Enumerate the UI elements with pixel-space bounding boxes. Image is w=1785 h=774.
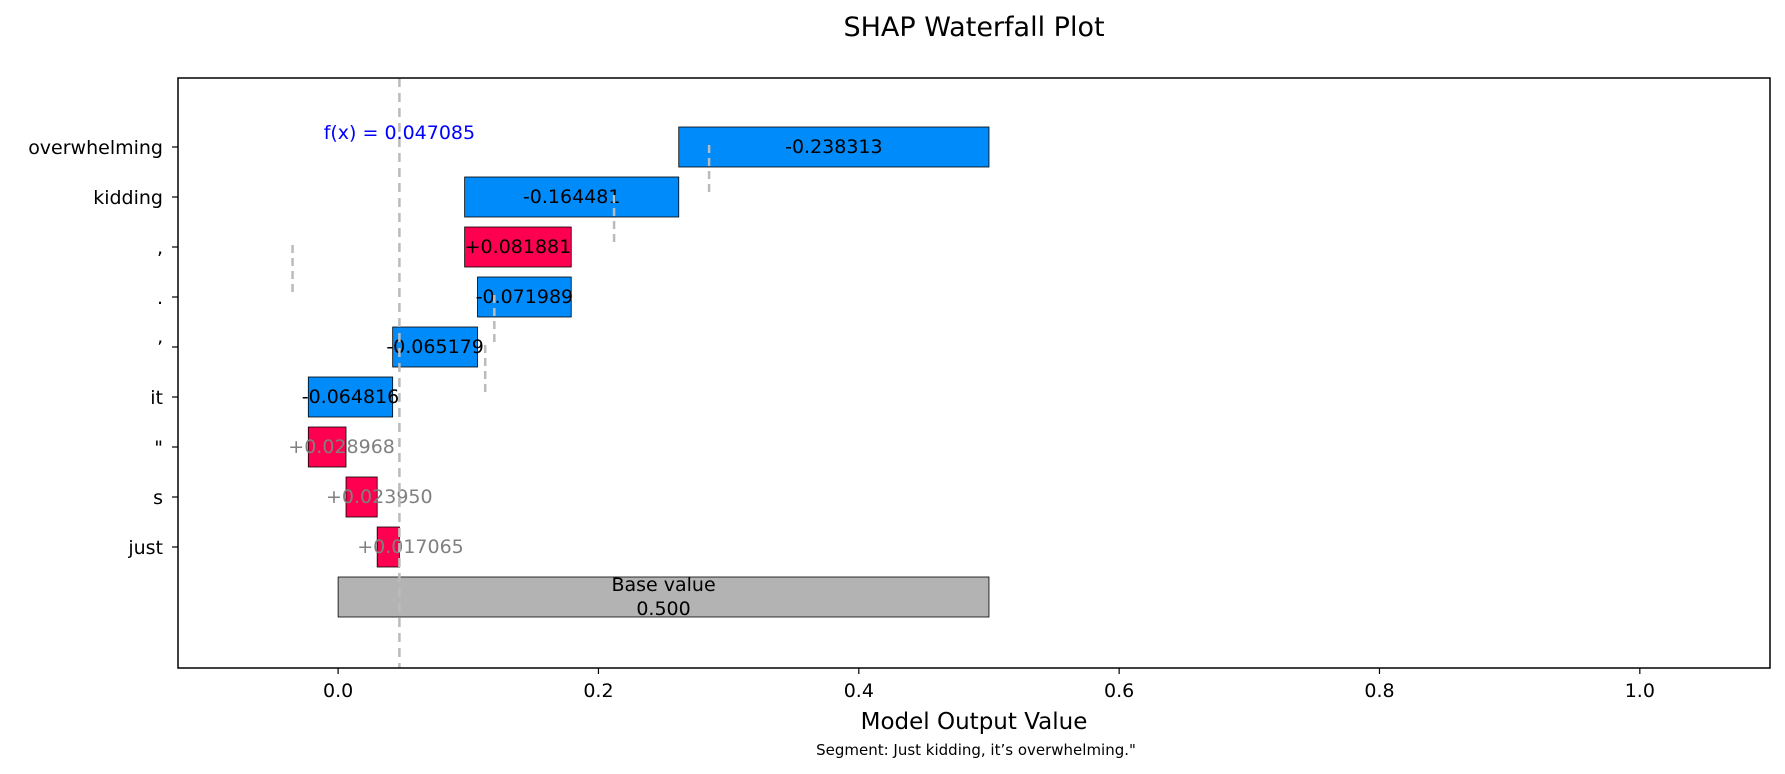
y-tick-label-6: ": [154, 437, 163, 459]
bar-value-label-1: -0.164481: [523, 186, 621, 208]
bar-6: [307, 426, 347, 468]
base-value-label: Base value: [611, 574, 715, 596]
x-tick-label-1: 0.2: [583, 680, 613, 702]
x-tick-label-4: 0.8: [1364, 680, 1394, 702]
bar-1: [464, 176, 680, 218]
x-tick-label-0: 0.0: [323, 680, 353, 702]
x-tick-label-2: 0.4: [844, 680, 874, 702]
y-tick-label-3: .: [157, 287, 163, 309]
x-axis-label: Model Output Value: [861, 709, 1088, 735]
y-axis: overwhelming kidding,. ’ it " s just: [28, 137, 178, 559]
bar-value-label-4: -0.065179: [386, 336, 484, 358]
x-tick-label-5: 1.0: [1625, 680, 1655, 702]
x-axis: 0.0 0.2 0.4 0.6 0.8 1.0: [323, 668, 1655, 702]
bar-value-label-7: +0.023950: [326, 486, 433, 508]
y-tick-label-4: ’: [157, 337, 163, 359]
y-tick-label-7: s: [153, 487, 163, 509]
bar-2: [464, 226, 572, 268]
y-tick-label-2: ,: [157, 237, 163, 259]
segment-caption: Segment: Just kidding, it’s overwhelming…: [816, 741, 1136, 759]
y-tick-label-8: just: [127, 537, 163, 559]
chart-title: SHAP Waterfall Plot: [843, 12, 1104, 43]
bar-value-label-8: +0.017065: [357, 536, 464, 558]
bar-value-label-0: -0.238313: [785, 136, 883, 158]
base-value-number: 0.500: [636, 598, 690, 620]
bar-7: [345, 476, 378, 518]
bar-value-label-3: -0.071989: [476, 286, 574, 308]
y-tick-label-0: overwhelming: [28, 137, 163, 159]
y-tick-label-5: it: [150, 387, 163, 409]
bar-value-label-2: +0.081881: [465, 236, 572, 258]
bar-5: [307, 376, 394, 418]
bar-value-label-6: +0.028968: [288, 436, 395, 458]
bar-4: [392, 326, 478, 368]
plot-frame: [177, 77, 1771, 669]
base-value-bar: [337, 576, 990, 618]
bar-0: [678, 126, 990, 168]
fx-label: f(x) = 0.047085: [324, 122, 475, 144]
y-tick-label-1: kidding: [93, 187, 163, 209]
bar-value-label-5: -0.064816: [302, 386, 400, 408]
x-tick-label-3: 0.6: [1104, 680, 1134, 702]
